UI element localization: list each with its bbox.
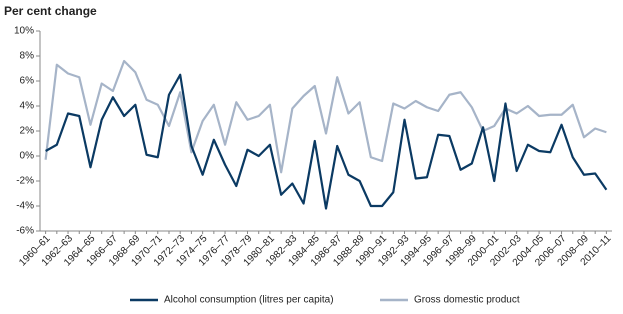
y-tick-label: 6%	[20, 76, 35, 87]
legend-label: Gross domestic product	[414, 295, 520, 306]
y-tick-label: -4%	[16, 201, 34, 212]
y-tick-label: 2%	[20, 126, 35, 137]
series-line	[44, 59, 607, 174]
y-tick-label: 10%	[14, 26, 34, 37]
y-tick-label: 4%	[20, 101, 35, 112]
y-tick-label: 0%	[20, 151, 35, 162]
y-tick-label: -2%	[16, 176, 34, 187]
series-line	[45, 73, 608, 210]
y-tick-label: -6%	[16, 226, 34, 237]
y-tick-label: 8%	[20, 51, 35, 62]
legend-label: Alcohol consumption (litres per capita)	[164, 295, 334, 306]
chart-title: Per cent change	[4, 4, 97, 18]
